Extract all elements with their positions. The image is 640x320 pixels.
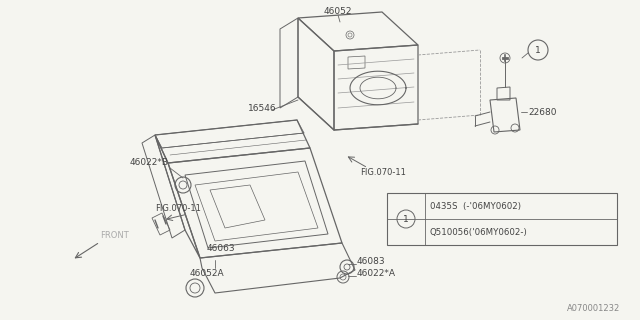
Text: FIG.070-11: FIG.070-11 — [360, 167, 406, 177]
Text: 1: 1 — [403, 214, 409, 223]
Text: 0435S  (-'06MY0602): 0435S (-'06MY0602) — [430, 202, 521, 211]
Text: 46022*A: 46022*A — [357, 269, 396, 278]
Text: 46022*B: 46022*B — [130, 157, 169, 166]
Text: A070001232: A070001232 — [567, 304, 620, 313]
Text: 1: 1 — [535, 45, 541, 54]
Text: 46052A: 46052A — [189, 268, 224, 277]
Text: 16546: 16546 — [248, 103, 276, 113]
Text: FRONT: FRONT — [100, 231, 129, 240]
Text: 46083: 46083 — [357, 258, 386, 267]
Text: Q510056('06MY0602-): Q510056('06MY0602-) — [430, 228, 528, 236]
Text: 46052: 46052 — [324, 6, 352, 15]
Bar — [387, 193, 617, 245]
Text: 22680: 22680 — [528, 108, 557, 116]
Text: 46063: 46063 — [207, 244, 236, 252]
Text: FIG.070-11: FIG.070-11 — [155, 204, 201, 212]
